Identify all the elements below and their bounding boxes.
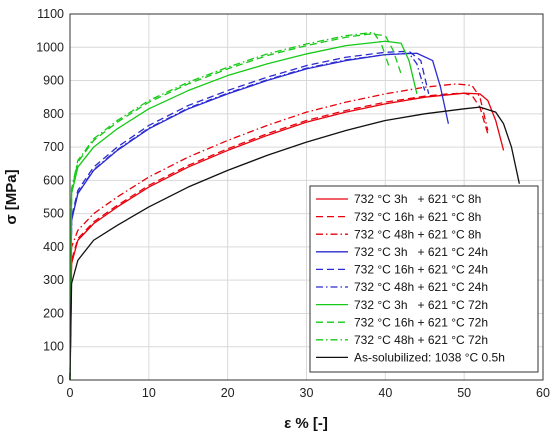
- legend-entry: 732 °C 48h + 621 °C 8h: [354, 227, 481, 241]
- legend-entry: As-solubilized: 1038 °C 0.5h: [354, 351, 505, 365]
- y-tick-labels: 0 100 200 300 400 500 600 700 800 900 1000 1100: [36, 7, 64, 387]
- x-tick-label: 0: [67, 386, 74, 400]
- legend-entry: 732 °C 48h + 621 °C 72h: [354, 333, 488, 347]
- y-tick-label: 500: [43, 207, 64, 221]
- y-tick-label: 100: [43, 340, 64, 354]
- y-tick-label: 1100: [37, 7, 64, 21]
- y-tick-label: 0: [57, 373, 64, 387]
- series-line-3: [69, 83, 489, 381]
- x-tick-label: 10: [142, 386, 156, 400]
- series-line-5: [69, 50, 430, 381]
- legend: 732 °C 3h + 621 °C 8h 732 °C 16h + 621 °C…: [309, 185, 539, 373]
- y-tick-label: 600: [43, 173, 64, 187]
- legend-box: [309, 185, 539, 373]
- legend-entry: 732 °C 16h + 621 °C 8h: [354, 210, 481, 224]
- x-tick-labels: 0 10 20 30 40 50 60: [67, 386, 550, 400]
- legend-entry: 732 °C 48h + 621 °C 24h: [354, 280, 488, 294]
- legend-entry: 732 °C 16h + 621 °C 24h: [354, 263, 488, 277]
- x-tick-label: 40: [378, 386, 392, 400]
- series-curves: [69, 31, 520, 381]
- legend-entry: 732 °C 3h + 621 °C 72h: [354, 298, 488, 312]
- y-tick-label: 700: [43, 140, 64, 154]
- y-axis-label: σ [MPa]: [3, 169, 20, 224]
- y-tick-label: 900: [43, 74, 64, 88]
- series-line-8: [69, 33, 402, 381]
- legend-entry: 732 °C 16h + 621 °C 72h: [354, 315, 488, 329]
- y-tick-label: 800: [43, 107, 64, 121]
- series-line-1: [69, 92, 505, 381]
- y-tick-label: 1000: [36, 40, 64, 54]
- legend-entry: 732 °C 3h + 621 °C 24h: [354, 245, 488, 259]
- x-tick-label: 20: [221, 386, 235, 400]
- series-line-9: [69, 31, 390, 381]
- x-tick-label: 30: [300, 386, 314, 400]
- x-tick-label: 50: [457, 386, 471, 400]
- series-line-10: [69, 106, 520, 381]
- y-tick-label: 400: [43, 240, 64, 254]
- x-tick-label: 60: [536, 386, 550, 400]
- y-tick-label: 300: [43, 273, 64, 287]
- legend-entry: 732 °C 3h + 621 °C 8h: [354, 192, 481, 206]
- plot-frame: [69, 13, 544, 381]
- y-tick-label: 200: [43, 306, 64, 320]
- series-line-7: [69, 40, 418, 381]
- series-line-2: [69, 92, 489, 381]
- x-axis-label: ε % [-]: [284, 415, 328, 432]
